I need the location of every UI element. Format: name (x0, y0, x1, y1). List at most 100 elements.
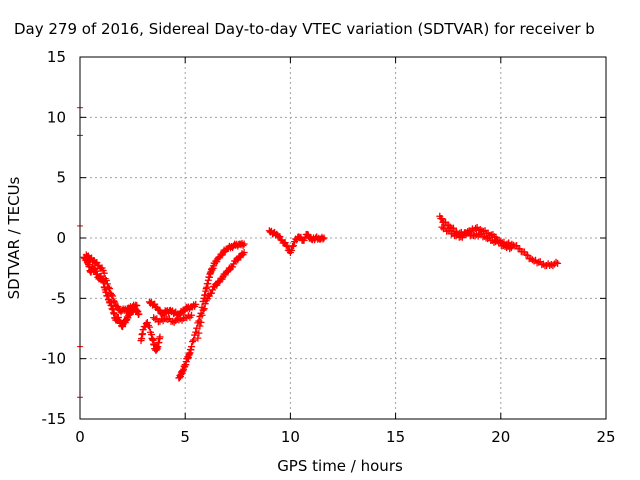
data-point (188, 311, 196, 319)
data-point (169, 317, 177, 325)
data-point (436, 212, 444, 220)
x-tick-label: 20 (491, 428, 510, 446)
x-tick-label: 25 (596, 428, 615, 446)
data-point (316, 235, 324, 243)
data-point (506, 245, 514, 253)
data-point (91, 258, 99, 266)
data-point (192, 300, 200, 308)
data-point (282, 241, 290, 249)
data-point (93, 270, 101, 278)
data-point (183, 304, 191, 312)
data-point (501, 242, 509, 250)
data-point (472, 224, 480, 232)
data-point (552, 258, 560, 266)
data-point (108, 291, 116, 299)
data-point (202, 297, 210, 305)
y-tick-label: 0 (56, 229, 66, 247)
data-point (488, 236, 496, 244)
data-point (124, 304, 132, 312)
data-point (103, 280, 111, 288)
data-point (265, 227, 273, 235)
data-point (150, 314, 158, 322)
data-point (278, 236, 286, 244)
data-point (199, 306, 207, 314)
data-point (469, 232, 477, 240)
data-point (102, 277, 110, 285)
series-recovery_parallel (195, 250, 247, 337)
y-tick-label: 5 (56, 169, 66, 187)
y-tick-label: -15 (42, 410, 67, 428)
y-tick-label: -10 (42, 350, 67, 368)
data-point (104, 283, 112, 291)
x-tick-label: 0 (75, 428, 85, 446)
data-point (219, 273, 227, 281)
data-point (195, 329, 203, 337)
y-tick-label: 10 (47, 108, 66, 126)
data-point (122, 316, 130, 324)
data-point (156, 317, 164, 325)
data-point (145, 323, 153, 331)
data-point (188, 343, 196, 351)
data-point (516, 245, 524, 253)
data-point (156, 333, 164, 341)
data-point (139, 326, 147, 334)
data-point (202, 285, 210, 293)
x-axis-label: GPS time / hours (277, 457, 403, 475)
data-point (137, 337, 145, 345)
data-point (476, 230, 484, 238)
data-point (177, 370, 185, 378)
y-tick-label: 15 (47, 48, 66, 66)
grid-lines (80, 57, 606, 419)
data-point (190, 336, 198, 344)
data-point (162, 308, 170, 316)
data-point (291, 238, 299, 246)
data-point (95, 262, 103, 270)
data-point (219, 248, 227, 256)
data-point (87, 255, 95, 263)
plot-frame (79, 56, 607, 420)
data-point (507, 244, 515, 252)
data-point (232, 257, 240, 265)
data-point (206, 269, 214, 277)
data-point (274, 232, 282, 240)
data-point (129, 303, 137, 311)
data-point (97, 273, 105, 281)
data-point (290, 242, 298, 250)
data-point (82, 251, 90, 259)
data-point (239, 241, 247, 249)
data-point (145, 298, 153, 306)
data-point (189, 338, 197, 346)
data-point (533, 259, 541, 267)
data-point (162, 315, 170, 323)
data-point (451, 232, 459, 240)
data-point (84, 261, 92, 269)
data-point (209, 286, 217, 294)
data-point (299, 236, 307, 244)
data-point (105, 285, 113, 293)
data-point (223, 268, 231, 276)
data-point (554, 259, 562, 267)
data-point (227, 242, 235, 250)
data-point (232, 241, 240, 249)
data-point (240, 240, 248, 248)
data-point (215, 253, 223, 261)
data-point (114, 314, 122, 322)
data-point (444, 227, 452, 235)
data-point (197, 318, 205, 326)
data-point (495, 239, 503, 247)
data-point (179, 306, 187, 314)
x-tick-label: 15 (386, 428, 405, 446)
data-point (286, 248, 294, 256)
data-point (188, 303, 196, 311)
data-point (185, 350, 193, 358)
data-point (547, 261, 555, 269)
chart-title: Day 279 of 2016, Sidereal Day-to-day VTE… (14, 20, 595, 38)
data-point (528, 256, 536, 264)
data-point (522, 251, 530, 259)
data-point (295, 233, 303, 241)
data-point (143, 318, 151, 326)
data-point (438, 223, 446, 231)
data-points (77, 107, 562, 398)
data-point (223, 245, 231, 253)
